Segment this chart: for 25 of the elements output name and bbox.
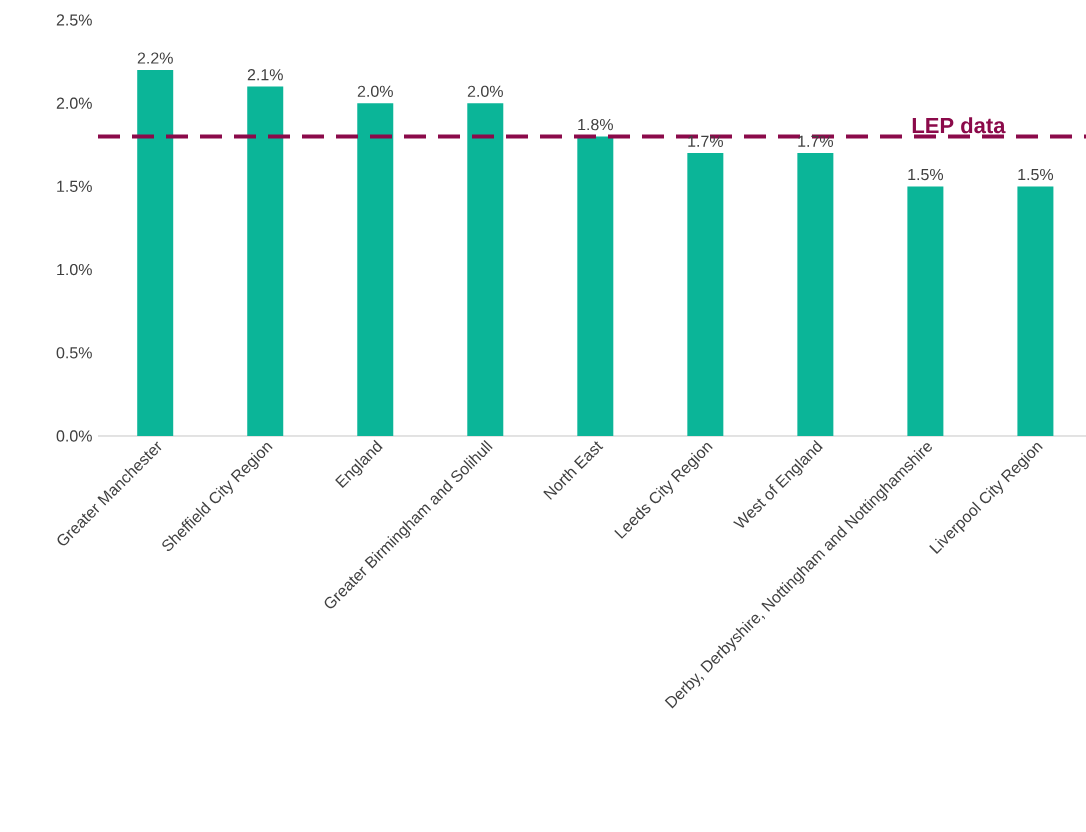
y-tick-label: 0.5% — [56, 347, 92, 359]
bar — [247, 86, 284, 436]
bar — [577, 136, 614, 436]
data-label: 1.7% — [798, 135, 834, 147]
data-label: 2.0% — [467, 85, 503, 97]
y-tick-label: 2.0% — [56, 97, 92, 109]
y-tick-label: 1.5% — [57, 180, 92, 193]
bar — [467, 103, 504, 436]
data-label: 2.0% — [357, 85, 393, 97]
y-tick-label: 0.0% — [56, 430, 92, 442]
data-label: 1.8% — [578, 118, 613, 131]
data-label: 2.2% — [137, 52, 173, 64]
data-label: 1.7% — [688, 135, 723, 147]
ref-line-label: LEP data — [912, 117, 1006, 134]
bar — [137, 69, 174, 436]
bar — [687, 153, 724, 436]
bar — [797, 153, 834, 436]
bar — [1017, 186, 1054, 436]
data-label: 2.1% — [247, 69, 283, 81]
bar — [357, 103, 394, 436]
y-tick-label: 2.5% — [56, 14, 92, 26]
bar — [907, 186, 944, 436]
data-label: 1.5% — [908, 168, 944, 181]
data-label: 1.5% — [1018, 168, 1054, 181]
y-tick-label: 1.0% — [57, 263, 92, 276]
